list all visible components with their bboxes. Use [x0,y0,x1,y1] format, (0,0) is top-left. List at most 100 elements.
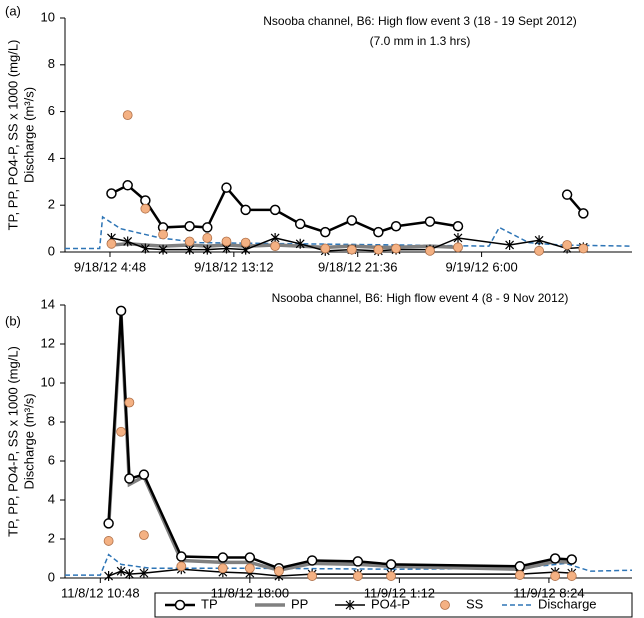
point [104,571,114,582]
x-tick-label: 9/18/12 4:48 [74,259,146,274]
y-tick-label: 6 [48,452,55,467]
point [561,189,573,200]
chart-title: Nsooba channel, B6: High flow event 4 (8… [272,291,569,305]
y-tick-label: 2 [48,197,55,212]
point [550,571,561,581]
point [217,552,229,563]
point [386,571,396,581]
point [385,559,397,570]
legend-marker [174,599,186,611]
legend-box [154,592,633,618]
y-tick-label: 4 [48,491,55,506]
point [274,566,284,577]
point [106,238,117,249]
legend-marker [440,600,450,610]
point [123,236,133,247]
point [202,233,213,243]
legend-label: Discharge [538,596,597,611]
point [307,571,318,581]
y-axis-label: Discharge (m³/s) [21,87,36,183]
y-tick-label: 2 [48,530,55,545]
y-tick-label: 14 [41,296,55,311]
x-tick-label: 11/9/12 8:24 [513,585,584,600]
point [184,236,195,247]
series-line [107,310,572,570]
series-line [111,242,459,250]
point [240,204,251,216]
y-axis-label: TP, PP, PO4-P, SS x 1000 (mg/L) [5,40,20,231]
point [269,204,281,216]
point [176,551,187,562]
point [549,553,561,564]
point [505,239,515,250]
point [122,110,133,121]
point [352,556,364,567]
point [452,221,464,232]
point [514,561,526,572]
point [138,469,150,480]
point [202,244,212,255]
point [562,240,573,250]
point [453,242,463,253]
legend-label: SS [466,596,484,611]
point [373,244,384,255]
point [140,243,150,254]
point [566,571,577,581]
y-tick-label: 0 [48,569,55,584]
series-line [108,568,572,577]
point [202,222,213,233]
point [116,566,126,577]
y-tick-label: 12 [41,335,55,350]
point [158,229,168,240]
legend-label: TP [201,596,218,611]
x-tick-label: 9/18/12 13:12 [194,259,274,274]
y-axis-label: Discharge (m³/s) [21,393,36,489]
point [240,237,251,248]
point [158,244,168,255]
legend-label: PO4-P [371,596,410,611]
point [217,563,228,574]
panel-label: (b) [5,313,21,328]
point [578,208,589,219]
point [122,180,133,191]
y-tick-label: 10 [41,9,55,24]
legend-label: PP [291,596,308,611]
point [424,216,436,227]
chart-subtitle: (7.0 mm in 1.3 hrs) [370,34,471,48]
point [566,554,578,565]
point [124,473,135,484]
x-tick-label: 9/18/12 21:36 [318,259,398,274]
series-line [111,237,584,252]
point [306,555,318,566]
point [221,182,232,193]
point [320,226,331,238]
y-axis-label: TP, PP, PO4-P, SS x 1000 (mg/L) [5,346,20,537]
point [453,232,463,243]
point [270,241,281,252]
x-tick-label: 11/9/12 1:12 [364,585,435,600]
panel-label: (a) [5,3,21,18]
point [295,238,305,249]
x-tick-label: 9/19/12 6:00 [445,259,517,274]
point [294,218,306,230]
series-line [106,314,572,572]
point [578,243,589,254]
point [514,570,525,580]
point [346,215,358,226]
point [106,188,117,199]
point [176,561,187,572]
x-tick-label: 11/8/12 18:00 [211,585,290,600]
x-tick-label: 11/8/12 10:48 [61,585,140,600]
point [140,195,151,206]
point [425,245,435,256]
y-tick-label: 10 [41,374,55,389]
point [352,571,363,581]
y-tick-label: 0 [48,243,55,258]
legend-marker [345,600,355,610]
point [534,245,544,256]
y-tick-label: 8 [48,56,55,71]
point [103,518,114,529]
point [244,563,255,574]
